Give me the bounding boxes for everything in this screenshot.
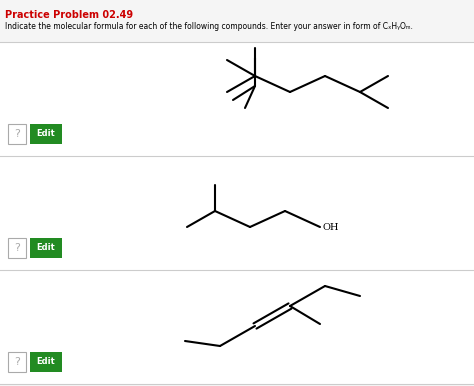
Text: Edit: Edit [36,357,55,366]
Text: Edit: Edit [36,129,55,139]
Text: ?: ? [14,129,20,139]
Text: ?: ? [14,357,20,367]
Bar [0,156,474,270]
Text: ?: ? [14,243,20,253]
Bar [8,238,26,258]
Bar [30,124,62,144]
Text: Practice Problem 02.49: Practice Problem 02.49 [5,10,133,20]
Bar [8,124,26,144]
Bar [30,238,62,258]
Bar [0,270,474,384]
Text: OH: OH [323,222,339,232]
Bar [8,352,26,372]
Text: Indicate the molecular formula for each of the following compounds. Enter your a: Indicate the molecular formula for each … [5,22,413,31]
Text: Edit: Edit [36,244,55,252]
Bar [0,42,474,156]
Bar [30,352,62,372]
